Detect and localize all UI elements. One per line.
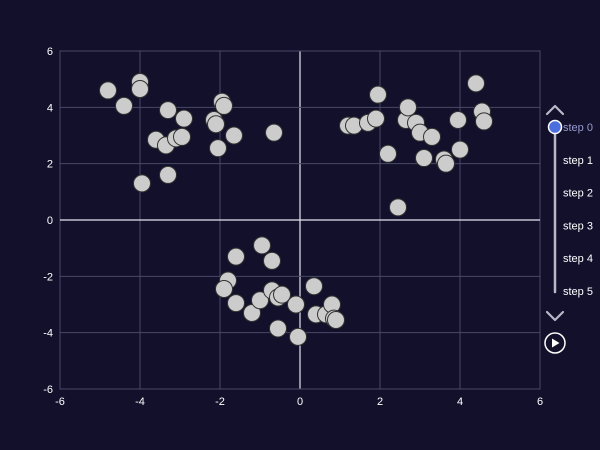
scatter-point [215, 96, 233, 115]
scatter-point [209, 139, 227, 158]
step-slider[interactable]: step 0 step 1 step 2 step 3 step 4 step 5 [544, 104, 593, 354]
y-tick-label: 0 [47, 215, 53, 227]
scatter-point [99, 81, 117, 100]
scatter-point [273, 285, 291, 304]
x-tick-label: -6 [55, 396, 65, 408]
scatter-point [305, 277, 323, 296]
scatter-point [327, 310, 345, 329]
scatter-point [379, 144, 397, 163]
step-label[interactable]: step 1 [563, 155, 593, 167]
scatter-point [423, 127, 441, 146]
chevron-up-icon[interactable] [545, 104, 565, 116]
scatter-point [131, 80, 149, 99]
scatter-point [415, 149, 433, 168]
scatter-point [227, 247, 245, 266]
scatter-point [265, 123, 283, 142]
y-tick-label: -6 [43, 384, 53, 396]
step-label[interactable]: step 0 [563, 122, 593, 134]
scatter-point [289, 327, 307, 346]
chevron-down-icon[interactable] [545, 310, 565, 322]
y-tick-label: -2 [43, 271, 53, 283]
y-tick-label: 4 [47, 102, 53, 114]
scatter-point [263, 251, 281, 270]
scatter-point [227, 294, 245, 313]
step-label[interactable]: step 4 [563, 253, 593, 265]
scatter-point [367, 109, 385, 128]
x-tick-label: -2 [215, 396, 225, 408]
play-button-ring[interactable] [544, 332, 566, 354]
scatter-point [399, 98, 417, 117]
data-points [99, 72, 493, 346]
scatter-point [451, 140, 469, 159]
scatter-point [243, 303, 261, 322]
scatter-point [225, 126, 243, 145]
scatter-point [269, 319, 287, 338]
scatter-point [115, 96, 133, 115]
x-tick-label: 0 [297, 396, 303, 408]
scatter-point [369, 85, 387, 104]
play-icon[interactable] [552, 338, 560, 348]
y-tick-label: 6 [47, 46, 53, 58]
scatter-point [159, 165, 177, 184]
y-tick-label: 2 [47, 159, 53, 171]
y-tick-label: -4 [43, 328, 53, 340]
axis-tick-labels: -6 -4 -2 0 2 4 6 -6 -4 -2 0 2 4 6 [43, 46, 543, 408]
scatter-point [215, 280, 233, 299]
x-tick-label: 6 [537, 396, 543, 408]
scatter-point [287, 295, 305, 314]
scatter-point [251, 291, 269, 310]
step-labels: step 0 step 1 step 2 step 3 step 4 step 5 [563, 122, 593, 298]
scatter-point [475, 112, 493, 131]
scatter-point [175, 109, 193, 128]
scatter-point [173, 127, 191, 146]
scatter-point [437, 154, 455, 173]
scatter-point [207, 115, 225, 134]
scatter-point [159, 101, 177, 120]
step-label[interactable]: step 2 [563, 188, 593, 200]
scatter-point [133, 174, 151, 193]
scatter-point [467, 74, 485, 93]
scatter-point [253, 236, 271, 255]
slider-thumb[interactable] [547, 119, 563, 135]
step-label[interactable]: step 5 [563, 286, 593, 298]
step-label[interactable]: step 3 [563, 220, 593, 232]
play-button[interactable] [544, 332, 566, 354]
x-tick-label: -4 [135, 396, 145, 408]
scatter-point [389, 198, 407, 217]
scatter-point [449, 111, 467, 130]
x-tick-label: 2 [377, 396, 383, 408]
x-tick-label: 4 [457, 396, 463, 408]
